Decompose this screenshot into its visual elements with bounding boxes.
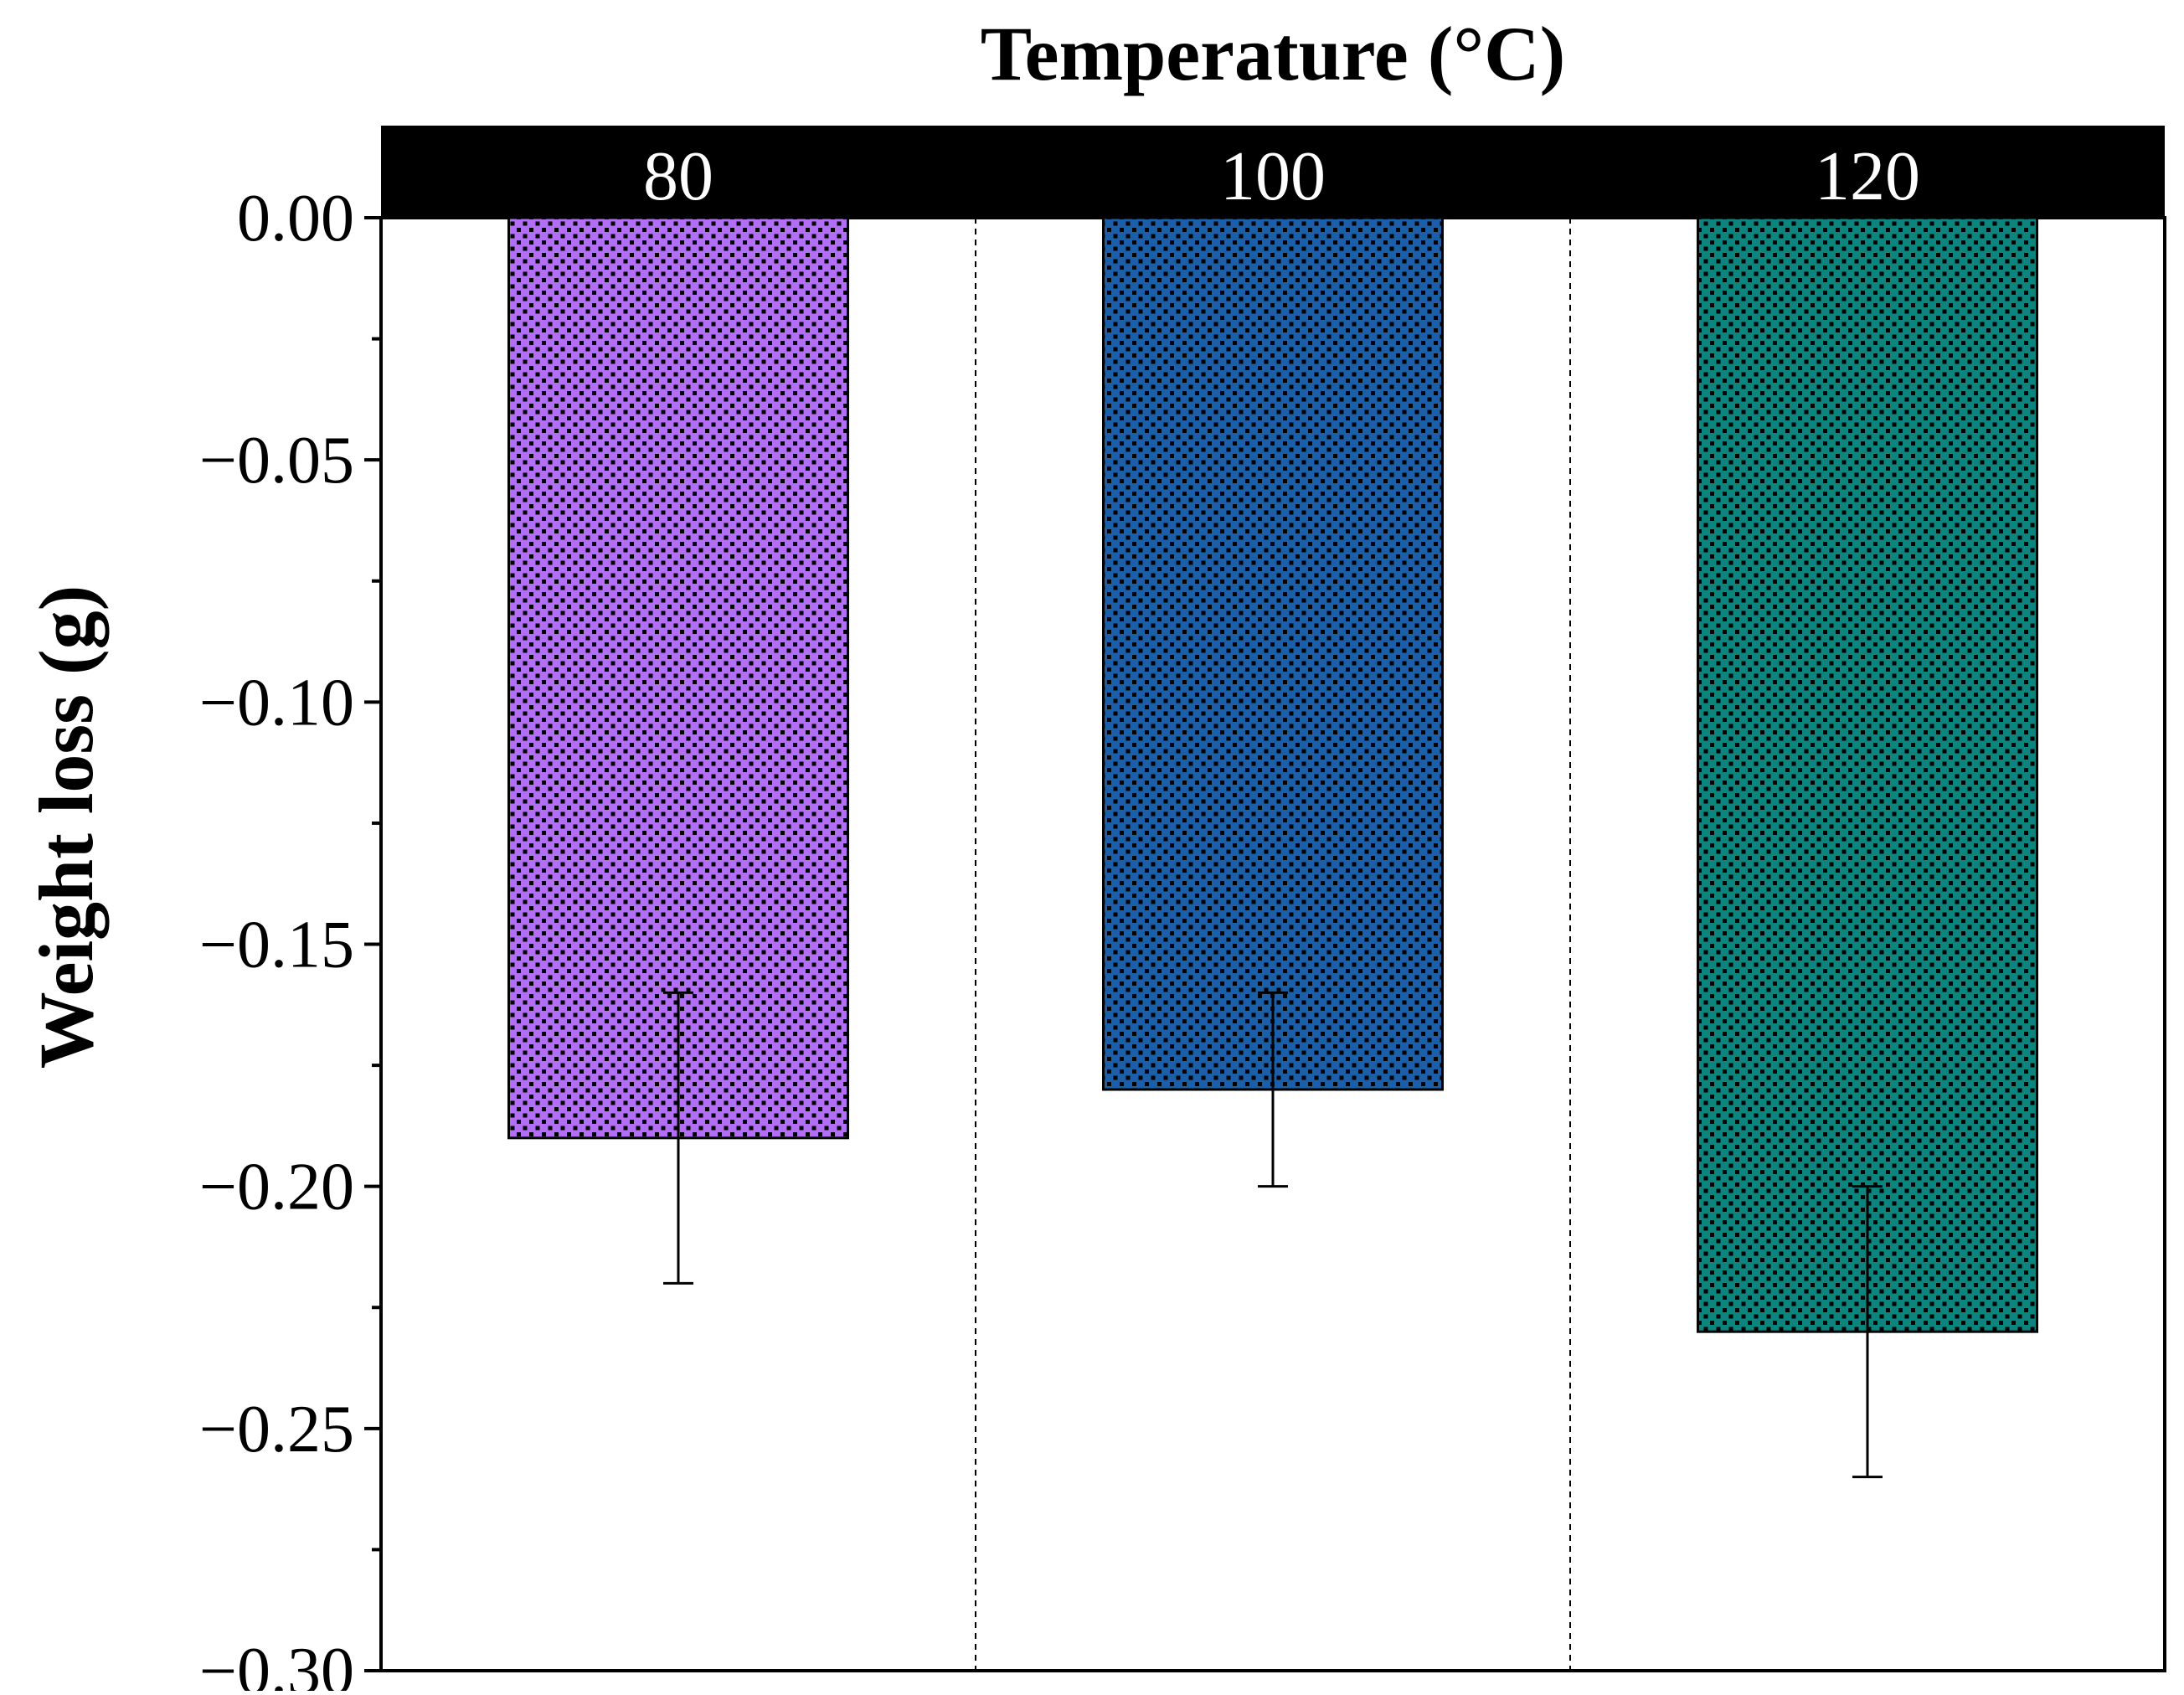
y-axis-label: Weight loss (g) bbox=[23, 585, 109, 1069]
y-tick-label: −0.25 bbox=[199, 1393, 354, 1466]
category-label-80: 80 bbox=[643, 137, 713, 215]
error-bar-80 bbox=[663, 991, 693, 1285]
y-tick-label: −0.05 bbox=[199, 424, 354, 497]
category-labels: 80 100 120 bbox=[643, 137, 1920, 215]
category-header-band bbox=[381, 126, 2165, 216]
y-tick-label: −0.20 bbox=[199, 1151, 354, 1224]
y-tick-label: 0.00 bbox=[237, 182, 354, 255]
error-bar-100 bbox=[1258, 991, 1288, 1188]
y-tick-label: −0.10 bbox=[199, 666, 354, 739]
bar-80 bbox=[507, 216, 849, 1140]
y-tick-label: −0.15 bbox=[199, 909, 354, 982]
error-bar-120 bbox=[1852, 1185, 1883, 1479]
bar-120 bbox=[1697, 216, 2038, 1333]
error-bars bbox=[663, 991, 1883, 1479]
category-label-100: 100 bbox=[1220, 137, 1326, 215]
y-axis-ticks: 0.00 −0.05 −0.10 −0.15 −0.20 −0.25 −0.30 bbox=[199, 182, 381, 1695]
bar-100 bbox=[1102, 216, 1444, 1091]
bars bbox=[507, 216, 2038, 1333]
category-label-120: 120 bbox=[1815, 137, 1920, 215]
chart-title: Temperature (°C) bbox=[981, 11, 1566, 96]
panel-dividers bbox=[975, 218, 1571, 1671]
y-tick-label: −0.30 bbox=[199, 1635, 354, 1691]
